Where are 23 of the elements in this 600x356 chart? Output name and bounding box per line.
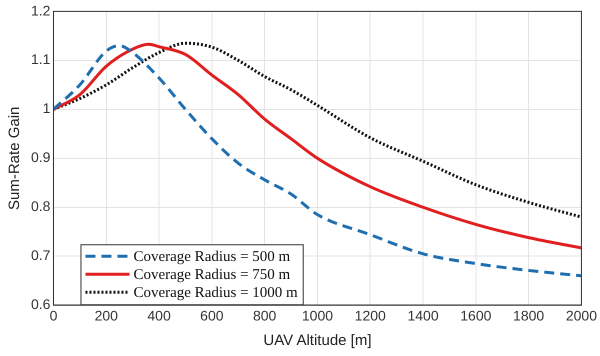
x-tick-label: 1800 (513, 307, 544, 324)
y-tick-label: 1 (42, 100, 51, 116)
y-tick-label: 0.7 (30, 247, 51, 264)
y-tick-label: 1.1 (30, 51, 51, 68)
legend-label: Coverage Radius = 1000 m (133, 285, 298, 302)
x-tick-label: 800 (252, 307, 277, 324)
y-tick-label: 0.6 (30, 296, 51, 312)
x-tick-label: 400 (147, 307, 171, 324)
x-axis-title: UAV Altitude [m] (263, 332, 372, 350)
x-tick-label: 0 (50, 307, 58, 324)
x-tick-label: 1400 (407, 307, 439, 324)
x-tick-label: 2000 (566, 307, 598, 324)
legend-label: Coverage Radius = 750 m (133, 267, 291, 284)
y-axis-title: Sum-Rate Gain (6, 106, 24, 210)
x-tick-label: 1600 (460, 307, 492, 324)
x-tick-label: 1000 (302, 307, 334, 324)
x-tick-label: 200 (94, 307, 118, 324)
y-tick-label: 0.8 (30, 198, 51, 214)
y-tick-label: 1.2 (30, 2, 51, 18)
legend-label: Coverage Radius = 500 m (133, 249, 291, 266)
x-tick-label: 1200 (354, 307, 386, 324)
x-tick-label: 600 (200, 307, 224, 324)
y-tick-label: 0.9 (30, 149, 51, 166)
